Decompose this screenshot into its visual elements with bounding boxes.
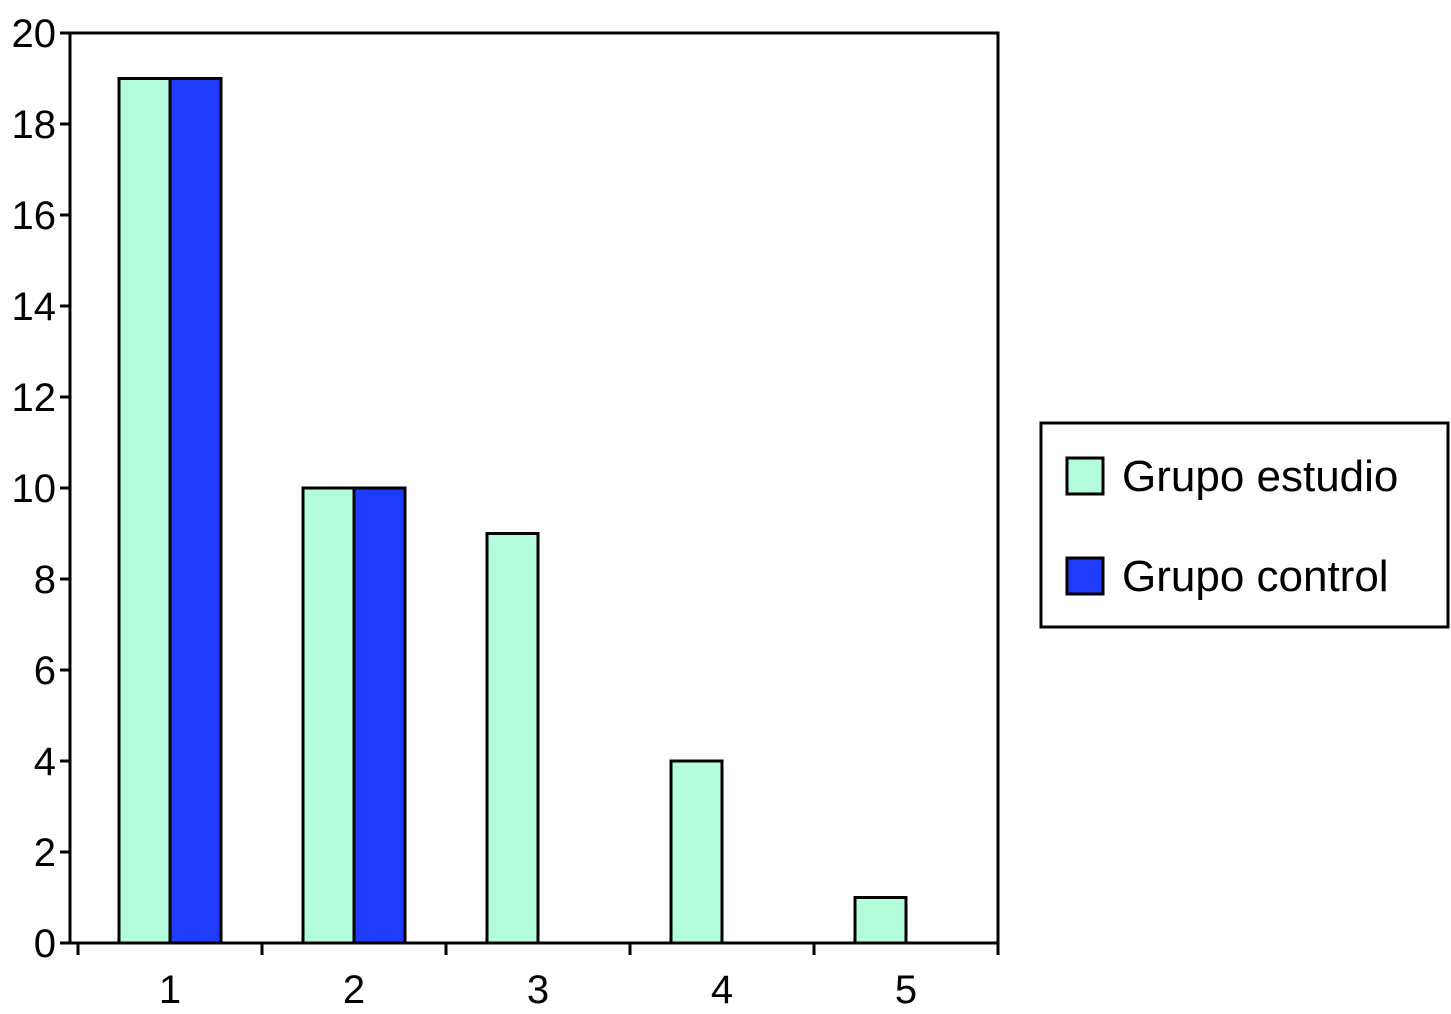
y-tick-label-20: 20 [12,12,57,56]
bar-grupo-estudio-1 [117,77,172,945]
y-tick-label-18: 18 [12,103,57,147]
bar-grupo-estudio-5 [853,896,908,945]
legend-label-grupo-control: Grupo control [1122,552,1389,601]
y-tick-label-12: 12 [12,376,57,420]
y-tick-label-14: 14 [12,285,57,329]
y-tick-label-4: 4 [34,740,56,784]
legend-swatch-grupo-control [1065,556,1105,596]
x-tick-label-1: 1 [159,968,181,1012]
bar-grupo-control-2 [352,486,407,945]
bar-grupo-estudio-4 [669,759,724,945]
y-tick-label-16: 16 [12,194,57,238]
x-tick-label-2: 2 [343,968,365,1012]
y-tick-label-6: 6 [34,649,56,693]
y-tick-label-0: 0 [34,922,56,966]
bar-grupo-estudio-3 [485,532,540,945]
legend-frame [1039,421,1450,629]
x-tick-label-3: 3 [527,968,549,1012]
x-tick-label-4: 4 [711,968,733,1012]
y-tick-label-2: 2 [34,831,56,875]
legend-label-grupo-estudio: Grupo estudio [1122,452,1398,501]
legend: Grupo estudio Grupo control [1039,421,1450,629]
legend-swatch-grupo-estudio [1065,456,1105,496]
bar-grupo-control-1 [168,77,223,945]
y-tick-label-8: 8 [34,558,56,602]
x-tick-label-5: 5 [895,968,917,1012]
y-tick-label-10: 10 [12,467,57,511]
y-axis: 0 2 4 6 8 10 12 14 16 18 20 [12,12,70,966]
bars [117,77,908,945]
bar-grupo-estudio-2 [301,486,356,945]
x-axis: 1 2 3 4 5 [76,941,1000,1012]
